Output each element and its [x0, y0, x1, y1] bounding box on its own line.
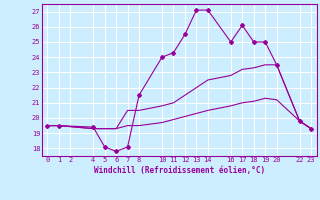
X-axis label: Windchill (Refroidissement éolien,°C): Windchill (Refroidissement éolien,°C) [94, 166, 265, 175]
